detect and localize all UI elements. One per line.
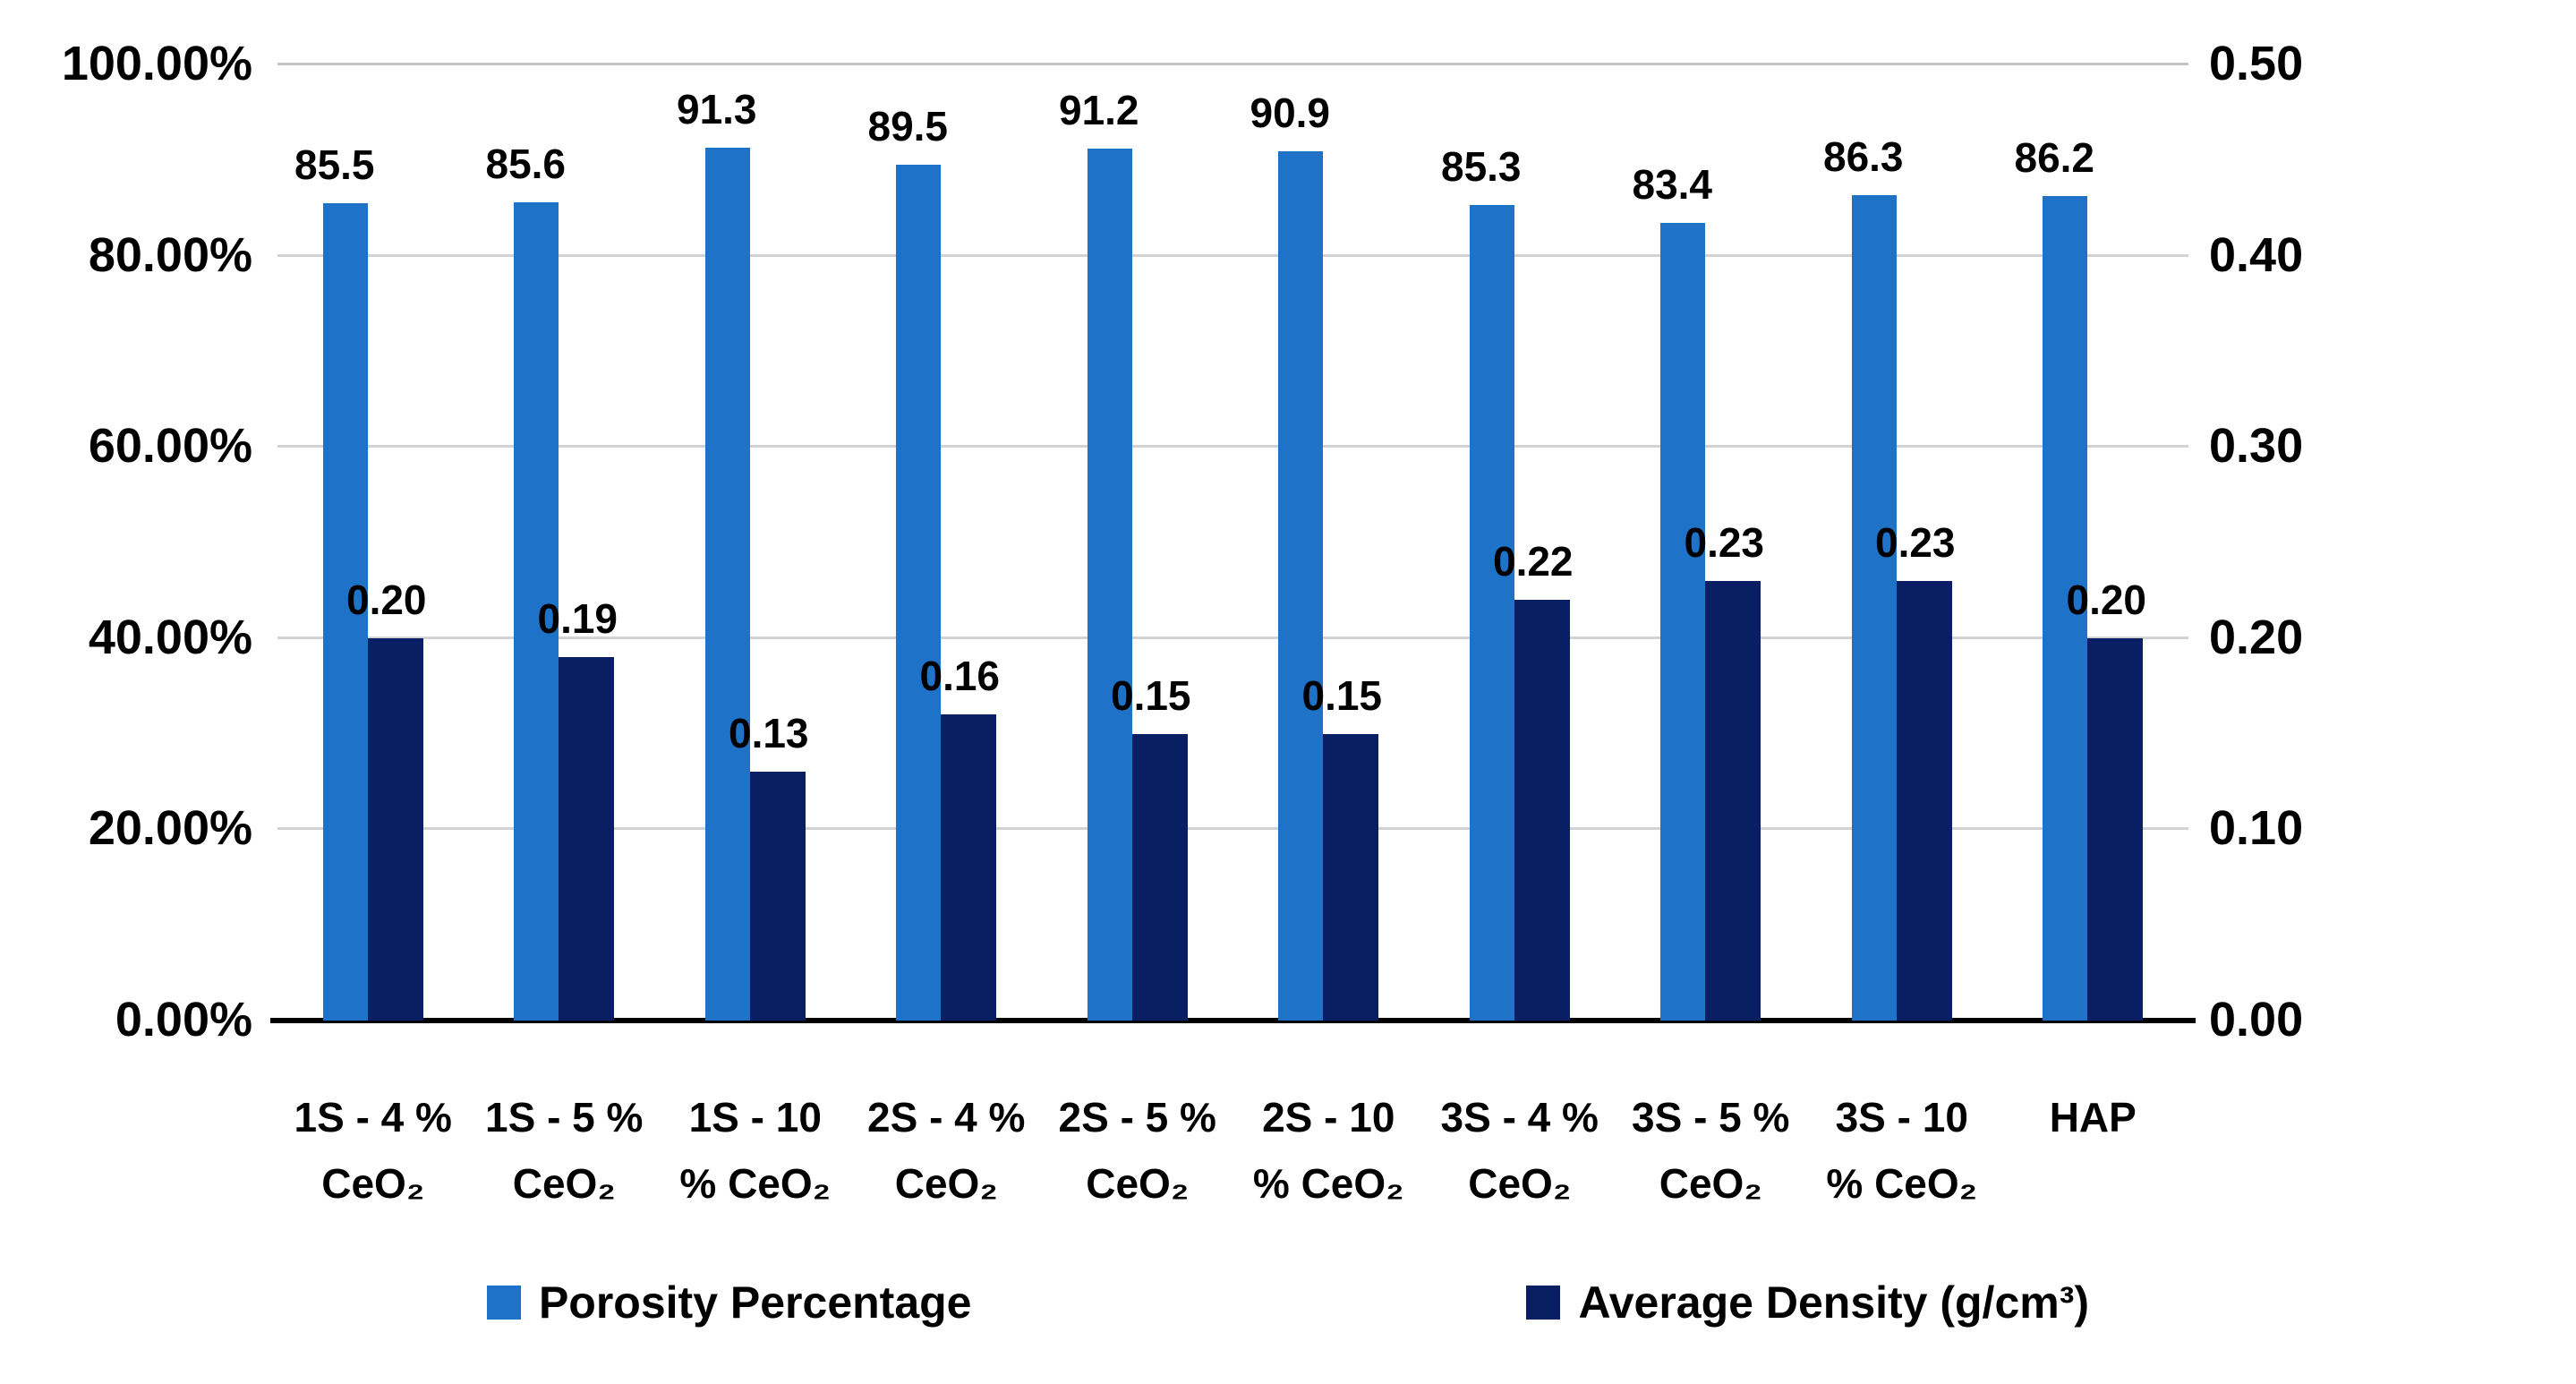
x-category-line2: CeO₂ (321, 1159, 425, 1207)
density-bar (1705, 580, 1761, 1021)
porosity-bar (1087, 148, 1132, 1021)
x-category-label: 3S - 4 % CeO₂ (1424, 1085, 1616, 1217)
density-bar (367, 637, 423, 1021)
x-category-line2: % CeO₂ (679, 1159, 832, 1207)
density-legend-label: Average Density (g/cm³) (1578, 1277, 2090, 1328)
left-axis-tick: 20.00% (88, 801, 252, 856)
legend: Porosity Percentage Average Density (g/c… (0, 1277, 2576, 1328)
density-value-label: 0.23 (1684, 518, 1765, 566)
x-category-label: 3S - 5 % CeO₂ (1616, 1085, 1807, 1217)
right-axis: 0.00 0.10 0.20 0.30 0.40 0.50 (2209, 37, 2567, 1047)
gridline (277, 636, 2188, 639)
porosity-bar (704, 147, 750, 1021)
gridline (277, 827, 2188, 831)
x-category-label: 1S - 10 % CeO₂ (660, 1085, 851, 1217)
left-axis-tick: 40.00% (88, 610, 252, 664)
x-category-label: 3S - 10 % CeO₂ (1806, 1085, 1998, 1217)
x-category-label: HAP (1998, 1085, 2189, 1217)
porosity-bar (896, 165, 942, 1021)
porosity-value-label: 85.5 (294, 141, 375, 188)
density-value-label: 0.20 (2066, 576, 2147, 623)
left-axis-tick: 60.00% (88, 419, 252, 474)
gridline (277, 445, 2188, 449)
x-category-label: 1S - 4 % CeO₂ (277, 1085, 469, 1217)
porosity-value-label: 86.2 (2014, 134, 2095, 182)
x-category-line2: CeO₂ (894, 1159, 998, 1207)
right-axis-tick: 0.20 (2209, 610, 2304, 664)
left-axis-tick: 80.00% (88, 227, 252, 282)
x-axis-line (270, 1018, 2196, 1023)
x-category-label: 2S - 5 % CeO₂ (1042, 1085, 1233, 1217)
density-bar (749, 772, 806, 1021)
right-axis-tick: 0.00 (2209, 993, 2304, 1047)
x-category-label: 2S - 10 % CeO₂ (1233, 1085, 1425, 1217)
x-category-line1: 2S - 10 (1262, 1094, 1395, 1141)
x-category-line1: HAP (2049, 1094, 2137, 1141)
legend-item-porosity: Porosity Percentage (486, 1277, 972, 1328)
density-bar (1323, 733, 1379, 1021)
porosity-legend-label: Porosity Percentage (538, 1277, 972, 1328)
legend-item-density: Average Density (g/cm³) (1526, 1277, 2089, 1328)
x-category-line1: 2S - 5 % (1058, 1094, 1216, 1141)
right-axis-tick: 0.40 (2209, 227, 2304, 282)
x-axis-labels: 1S - 4 % CeO₂ 1S - 5 % CeO₂ 1S - 10% CeO₂ 2S … (277, 1085, 2188, 1217)
plot-area: 85.5 0.20 85.6 0.19 91.3 0.13 89.5 0.16 91.2 0.15… (270, 63, 2196, 1023)
x-category-line1: 3S - 5 % (1632, 1094, 1790, 1141)
x-category-line2: CeO₂ (512, 1159, 616, 1207)
porosity-value-label: 91.2 (1058, 86, 1139, 133)
density-bar (2087, 637, 2144, 1021)
porosity-bar (1278, 151, 1324, 1021)
density-legend-swatch (1526, 1286, 1561, 1320)
x-category-line1: 1S - 4 % (294, 1094, 452, 1141)
porosity-value-label: 89.5 (867, 103, 949, 150)
porosity-bar (322, 202, 368, 1021)
porosity-bar (1469, 205, 1514, 1021)
left-axis: 0.00% 20.00% 40.00% 60.00% 80.00% 100.00% (0, 37, 252, 1047)
gridline (277, 253, 2188, 257)
porosity-value-label: 85.3 (1440, 143, 1522, 190)
porosity-value-label: 91.3 (676, 85, 757, 132)
left-axis-tick: 100.00% (61, 37, 252, 90)
x-category-line1: 3S - 4 % (1440, 1094, 1599, 1141)
density-value-label: 0.15 (1110, 671, 1191, 719)
x-category-line1: 1S - 10 (688, 1094, 822, 1141)
porosity-value-label: 85.6 (485, 140, 567, 187)
density-value-label: 0.23 (1874, 518, 1956, 566)
x-category-line2: % CeO₂ (1252, 1159, 1404, 1207)
porosity-bar (2043, 196, 2088, 1021)
x-category-line1: 2S - 4 % (867, 1094, 1026, 1141)
density-bar (559, 657, 615, 1021)
x-category-line2: % CeO₂ (1826, 1159, 1978, 1207)
x-category-line2: CeO₂ (1468, 1159, 1572, 1207)
x-category-line1: 3S - 10 (1835, 1094, 1968, 1141)
porosity-bar (1851, 195, 1897, 1021)
density-value-label: 0.16 (919, 653, 1001, 700)
porosity-value-label: 83.4 (1632, 161, 1713, 209)
density-bar (1131, 733, 1188, 1021)
density-value-label: 0.15 (1301, 671, 1383, 719)
density-value-label: 0.13 (728, 710, 809, 757)
x-category-label: 2S - 4 % CeO₂ (851, 1085, 1043, 1217)
x-category-line2: CeO₂ (1086, 1159, 1190, 1207)
x-category-line2: CeO₂ (1659, 1159, 1762, 1207)
porosity-value-label: 86.3 (1822, 133, 1904, 181)
x-category-label: 1S - 5 % CeO₂ (469, 1085, 661, 1217)
density-value-label: 0.22 (1492, 538, 1574, 585)
right-axis-tick: 0.10 (2209, 801, 2304, 856)
right-axis-tick: 0.30 (2209, 419, 2304, 474)
porosity-bar (514, 201, 559, 1021)
density-value-label: 0.19 (537, 595, 618, 643)
porosity-legend-swatch (486, 1286, 521, 1320)
x-category-line1: 1S - 5 % (485, 1094, 644, 1141)
porosity-value-label: 90.9 (1250, 90, 1331, 137)
gridline (277, 63, 2188, 65)
density-bar (941, 714, 997, 1021)
right-axis-tick: 0.50 (2209, 37, 2304, 90)
porosity-bar (1660, 223, 1706, 1021)
density-value-label: 0.20 (345, 576, 427, 623)
density-bar (1514, 600, 1570, 1021)
density-bar (1896, 580, 1952, 1021)
left-axis-tick: 0.00% (115, 993, 252, 1047)
